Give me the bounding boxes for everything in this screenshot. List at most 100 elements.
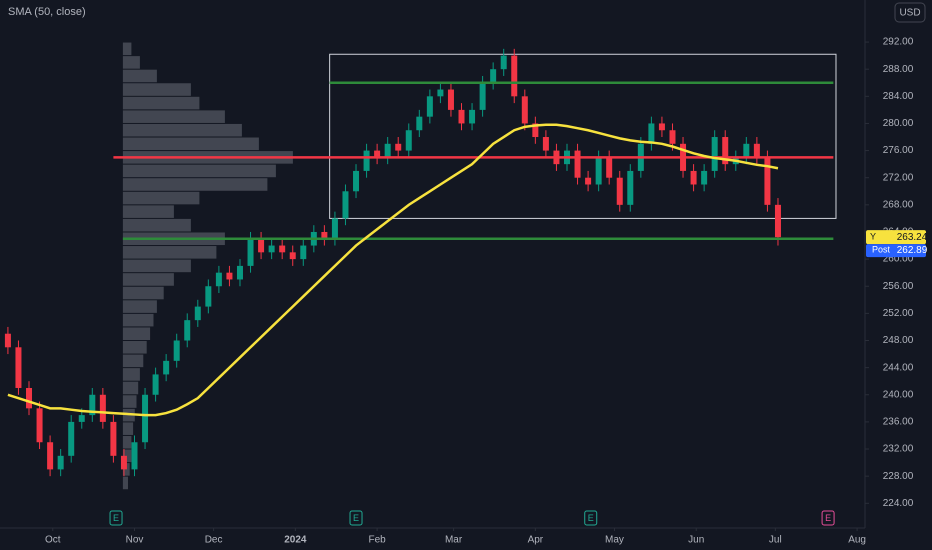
volume-profile-bar <box>122 354 144 368</box>
candle-body <box>384 143 391 158</box>
candle-body <box>173 340 180 361</box>
volume-profile-bar <box>122 273 174 286</box>
y-tick-label: 224.00 <box>883 498 914 509</box>
x-tick-label: Nov <box>126 535 144 546</box>
x-tick-label: Apr <box>528 535 544 546</box>
candle-body <box>701 170 708 185</box>
sma-line <box>7 123 779 417</box>
candle-body <box>500 55 507 70</box>
candle-body <box>15 347 22 388</box>
currency-label[interactable]: USD <box>899 8 920 19</box>
post-price-tag <box>866 244 926 258</box>
volume-profile-bar <box>122 286 164 300</box>
candle-body <box>447 89 454 110</box>
candle-body <box>764 157 771 205</box>
candle-body <box>395 143 402 151</box>
candle-body <box>152 374 159 395</box>
y-tick-label: 232.00 <box>883 444 914 455</box>
post-price-name: Post <box>872 245 891 255</box>
y-tick-label: 276.00 <box>883 145 914 156</box>
candle-body <box>99 394 106 422</box>
candle-body <box>205 286 212 307</box>
candle-body <box>26 387 33 409</box>
earnings-marker <box>584 510 598 526</box>
x-tick-label: Jun <box>688 535 704 546</box>
volume-profile-bar <box>122 164 276 178</box>
volume-profile-bar <box>122 395 137 408</box>
y-tick-label: 268.00 <box>883 199 914 210</box>
x-tick-label: Mar <box>445 535 463 546</box>
candle-body <box>595 157 602 185</box>
volume-profile-bar <box>122 191 200 205</box>
candle-body <box>585 177 592 185</box>
candle-body <box>374 150 381 158</box>
candle-body <box>353 170 360 192</box>
candle-body <box>363 150 370 171</box>
y-tick-label: 236.00 <box>883 417 914 428</box>
x-tick-label: Dec <box>205 535 223 546</box>
y-tick-label: 292.00 <box>883 37 914 48</box>
volume-profile-bar <box>122 205 174 218</box>
candle-body <box>120 455 127 470</box>
last-price-tag <box>866 230 926 245</box>
x-tick-label: Aug <box>848 535 866 546</box>
candle-body <box>774 204 781 238</box>
candle-body <box>47 442 54 470</box>
volume-profile-bar <box>122 341 147 354</box>
candle-body <box>521 96 528 124</box>
x-tick-label: 2024 <box>284 535 307 546</box>
y-tick-label: 280.00 <box>883 118 914 129</box>
candle-body <box>131 442 138 470</box>
earnings-label: E <box>353 513 359 523</box>
candle-body <box>690 170 697 185</box>
candle-body <box>627 170 634 205</box>
volume-profile-bar <box>122 178 268 191</box>
currency-button[interactable] <box>894 2 926 23</box>
earnings-label: E <box>825 513 831 523</box>
earnings-marker <box>109 510 123 526</box>
candle-body <box>57 455 64 470</box>
volume-profile-bar <box>122 137 259 151</box>
indicator-label: SMA (50, close) <box>8 6 86 18</box>
candle-body <box>532 123 539 138</box>
y-tick-label: 288.00 <box>883 64 914 75</box>
volume-profile-bar <box>122 422 134 435</box>
candle-body <box>458 109 465 124</box>
volume-profile-bar <box>122 313 154 327</box>
candle-body <box>405 130 412 151</box>
candle-body <box>321 231 328 239</box>
earnings-marker <box>821 510 835 526</box>
volume-profile-bar <box>122 123 242 137</box>
candle-body <box>753 143 760 158</box>
candle-body <box>574 150 581 178</box>
candle-body <box>648 123 655 144</box>
y-tick-label: 256.00 <box>883 281 914 292</box>
earnings-marker <box>349 510 363 526</box>
candle-body <box>268 245 275 253</box>
candle-body <box>606 157 613 178</box>
candle-body <box>658 123 665 131</box>
earnings-label: E <box>588 513 594 523</box>
volume-profile-bar <box>122 218 191 232</box>
earnings-label: E <box>113 513 119 523</box>
candle-body <box>479 82 486 110</box>
volume-profile-bar <box>122 327 151 341</box>
volume-profile-bar <box>122 300 157 313</box>
x-tick-label: Feb <box>369 535 387 546</box>
candle-body <box>300 245 307 260</box>
x-tick-label: Oct <box>45 535 61 546</box>
candle-body <box>342 191 349 219</box>
candle-body <box>110 421 117 456</box>
volume-profile-bar <box>122 246 217 259</box>
candle-body <box>68 421 75 456</box>
candle-body <box>511 55 518 97</box>
candle-body <box>711 137 718 171</box>
y-tick-label: 244.00 <box>883 362 914 373</box>
y-tick-label: 260.00 <box>883 254 914 265</box>
candle-body <box>78 415 85 422</box>
volume-profile-bar <box>122 435 132 449</box>
candle-body <box>247 238 254 266</box>
candle-body <box>184 320 191 341</box>
candle-body <box>616 177 623 205</box>
candle-body <box>437 89 444 97</box>
